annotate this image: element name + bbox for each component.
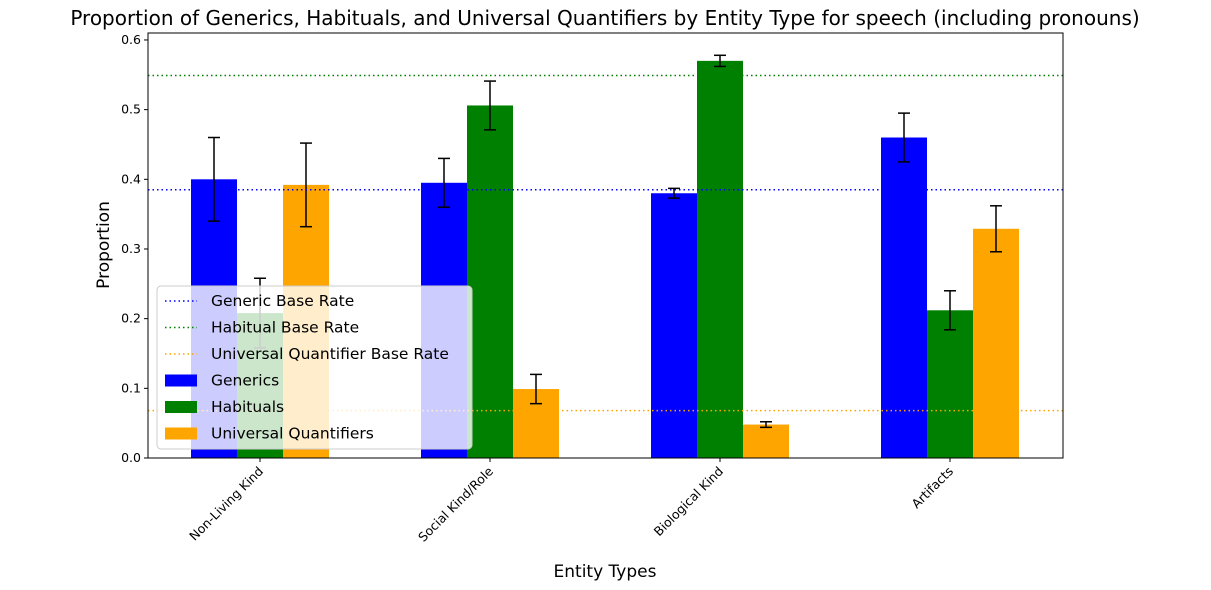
legend-label: Generic Base Rate — [211, 292, 354, 310]
y-tick-label: 0.6 — [121, 32, 141, 47]
x-tick-label: Artifacts — [908, 464, 956, 512]
chart-title: Proportion of Generics, Habituals, and U… — [70, 6, 1139, 30]
legend-label: Habituals — [211, 398, 284, 416]
x-tick-label: Non-Living Kind — [186, 464, 266, 544]
x-tick-label: Biological Kind — [651, 464, 726, 539]
legend-label: Habitual Base Rate — [211, 319, 359, 337]
x-axis-label: Entity Types — [554, 562, 657, 582]
legend-bar-swatch — [165, 374, 197, 387]
legend-label: Universal Quantifier Base Rate — [211, 345, 449, 363]
bar — [651, 193, 697, 458]
y-tick-label: 0.3 — [121, 241, 141, 256]
legend-label: Generics — [211, 372, 279, 390]
plot-frame — [147, 32, 1064, 459]
bar — [467, 105, 513, 458]
legend-label: Universal Quantifiers — [211, 425, 374, 443]
y-tick-label: 0.4 — [121, 171, 141, 186]
x-tick-label: Social Kind/Role — [415, 463, 496, 544]
y-tick-label: 0.2 — [121, 311, 141, 326]
bar — [697, 60, 743, 459]
legend: Generic Base Rate Habitual Base Rate Unive… — [156, 285, 473, 450]
bar — [881, 137, 927, 459]
legend-bar-swatch — [165, 427, 197, 440]
bar — [927, 310, 973, 458]
y-tick-label: 0.5 — [121, 102, 141, 117]
y-tick-label: 0.0 — [121, 450, 141, 465]
legend-box — [156, 285, 473, 450]
bar — [973, 228, 1019, 458]
y-axis-label: Proportion — [94, 201, 114, 289]
y-tick-label: 0.1 — [121, 380, 141, 395]
legend-bar-swatch — [165, 401, 197, 413]
bar — [743, 424, 789, 458]
